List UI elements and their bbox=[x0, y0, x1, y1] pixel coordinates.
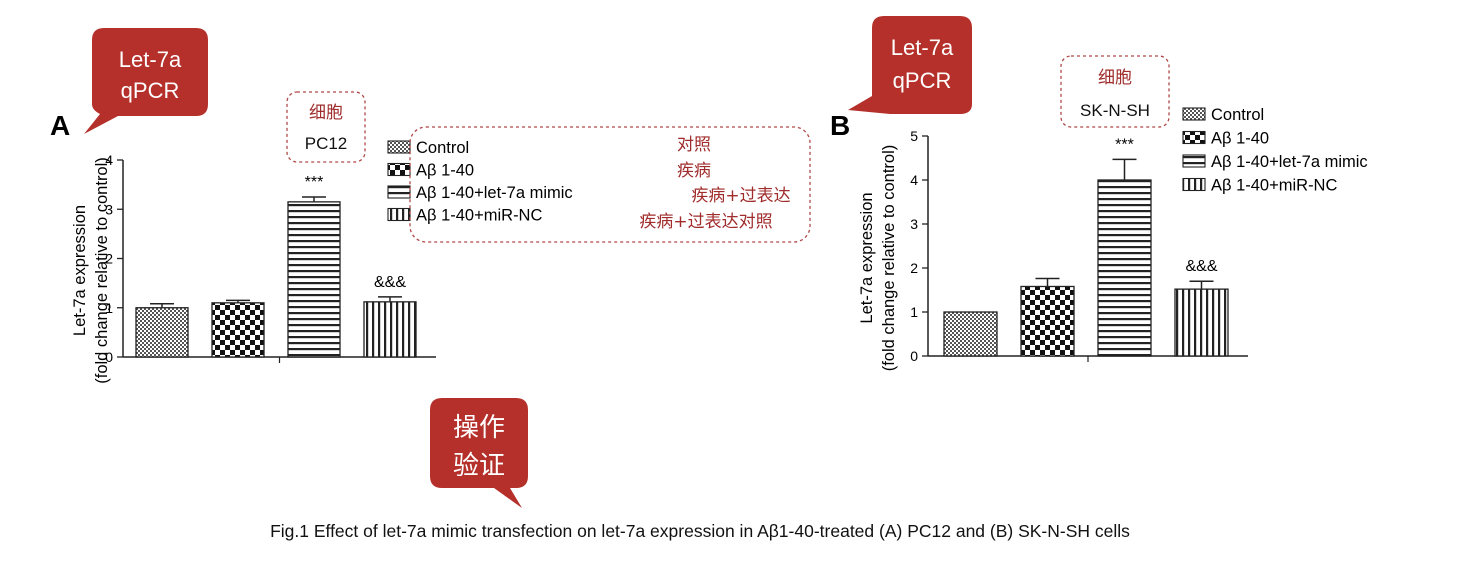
cell-box-a: 细胞 PC12 bbox=[286, 91, 366, 163]
group-translation: 对照 bbox=[677, 135, 711, 155]
callout-operation: 操作 验证 bbox=[430, 398, 528, 508]
significance-label: *** bbox=[1115, 136, 1134, 153]
callout-b-line2: qPCR bbox=[893, 68, 952, 93]
legend-swatch bbox=[1182, 177, 1206, 192]
cell-box-b: 细胞 SK-N-SH bbox=[1060, 55, 1170, 128]
y-tick-label: 3 bbox=[910, 216, 918, 232]
y-tick-label: 0 bbox=[105, 349, 113, 365]
cell-box-b-title: 细胞 bbox=[1098, 68, 1132, 88]
legend-b: Control Aβ 1-40 Aβ 1-40+let-7a mimic Aβ 1-4… bbox=[1182, 106, 1368, 195]
y-tick-label: 1 bbox=[105, 300, 113, 316]
y-tick-label: 1 bbox=[910, 304, 918, 320]
legend-entry: Aβ 1-40 bbox=[416, 162, 474, 180]
y-tick-label: 4 bbox=[910, 172, 918, 188]
panel-b: B 0 1 2 3 4 5 Let-7a expression (fold change re… bbox=[830, 106, 1368, 371]
significance-label: &&& bbox=[1185, 258, 1217, 275]
bar bbox=[135, 307, 189, 358]
callout-b-line1: Let-7a bbox=[891, 35, 954, 60]
panel-a: A 0 1 2 3 4 Let-7a expression (fold change rel… bbox=[50, 110, 573, 384]
y-axis-label: (fold change relative to control) bbox=[93, 157, 111, 384]
significance-label: *** bbox=[305, 174, 324, 191]
group-translation: 疾病+过表达对照 bbox=[639, 212, 772, 232]
group-translation: 疾病 bbox=[677, 161, 711, 181]
legend-entry: Aβ 1-40+let-7a mimic bbox=[416, 184, 573, 202]
y-tick-label: 2 bbox=[910, 260, 918, 276]
y-tick-label: 2 bbox=[105, 251, 113, 267]
legend-swatch bbox=[1182, 107, 1206, 121]
bar bbox=[211, 302, 265, 358]
bar bbox=[1020, 285, 1075, 357]
legend-entry: Aβ 1-40+let-7a mimic bbox=[1211, 153, 1368, 171]
plot-b: 0 1 2 3 4 5 Let-7a expression (fold change rela… bbox=[858, 128, 1248, 371]
callout-b: Let-7a qPCR bbox=[848, 16, 972, 114]
legend-entry: Aβ 1-40 bbox=[1211, 130, 1269, 148]
callout-op-line1: 操作 bbox=[453, 413, 505, 443]
bar bbox=[1097, 179, 1152, 357]
y-axis-label: Let-7a expression bbox=[71, 205, 89, 336]
callout-a: Let-7a qPCR bbox=[84, 28, 208, 134]
callout-op-line2: 验证 bbox=[453, 451, 505, 481]
cell-box-a-title: 细胞 bbox=[309, 103, 343, 123]
y-tick-label: 0 bbox=[910, 348, 918, 364]
legend-entry: Control bbox=[416, 139, 469, 157]
bar bbox=[1174, 288, 1229, 357]
translation-box bbox=[409, 126, 811, 243]
panel-label-a: A bbox=[50, 110, 70, 141]
significance-label: &&& bbox=[374, 274, 406, 291]
y-tick-label: 5 bbox=[910, 128, 918, 144]
legend-swatch bbox=[1182, 130, 1206, 145]
legend-swatch bbox=[387, 140, 411, 154]
cell-box-b-name: SK-N-SH bbox=[1080, 101, 1150, 120]
legend-entry: Aβ 1-40+miR-NC bbox=[1211, 177, 1337, 195]
callout-a-line2: qPCR bbox=[121, 78, 180, 103]
y-axis-label: Let-7a expression bbox=[858, 192, 876, 323]
y-axis-label: (fold change relative to control) bbox=[880, 145, 898, 372]
group-translation: 疾病+过表达 bbox=[691, 186, 790, 206]
legend-entry: Control bbox=[1211, 106, 1264, 124]
legend-a: Control Aβ 1-40 Aβ 1-40+let-7a mimic Aβ 1-4… bbox=[387, 139, 573, 225]
y-tick-label: 4 bbox=[105, 152, 113, 168]
legend-swatch bbox=[387, 207, 411, 222]
legend-swatch bbox=[1182, 154, 1206, 168]
panel-label-b: B bbox=[830, 110, 850, 141]
bar bbox=[943, 311, 998, 357]
bar bbox=[287, 201, 341, 358]
figure-caption: Fig.1 Effect of let-7a mimic transfectio… bbox=[270, 521, 1130, 541]
legend-swatch bbox=[387, 185, 411, 199]
callout-a-line1: Let-7a bbox=[119, 47, 182, 72]
legend-entry: Aβ 1-40+miR-NC bbox=[416, 207, 542, 225]
bar bbox=[363, 301, 417, 358]
cell-box-a-name: PC12 bbox=[305, 134, 348, 153]
plot-a: 0 1 2 3 4 Let-7a expression (fold change relat… bbox=[71, 152, 436, 384]
y-tick-label: 3 bbox=[105, 201, 113, 217]
legend-swatch bbox=[387, 162, 411, 177]
